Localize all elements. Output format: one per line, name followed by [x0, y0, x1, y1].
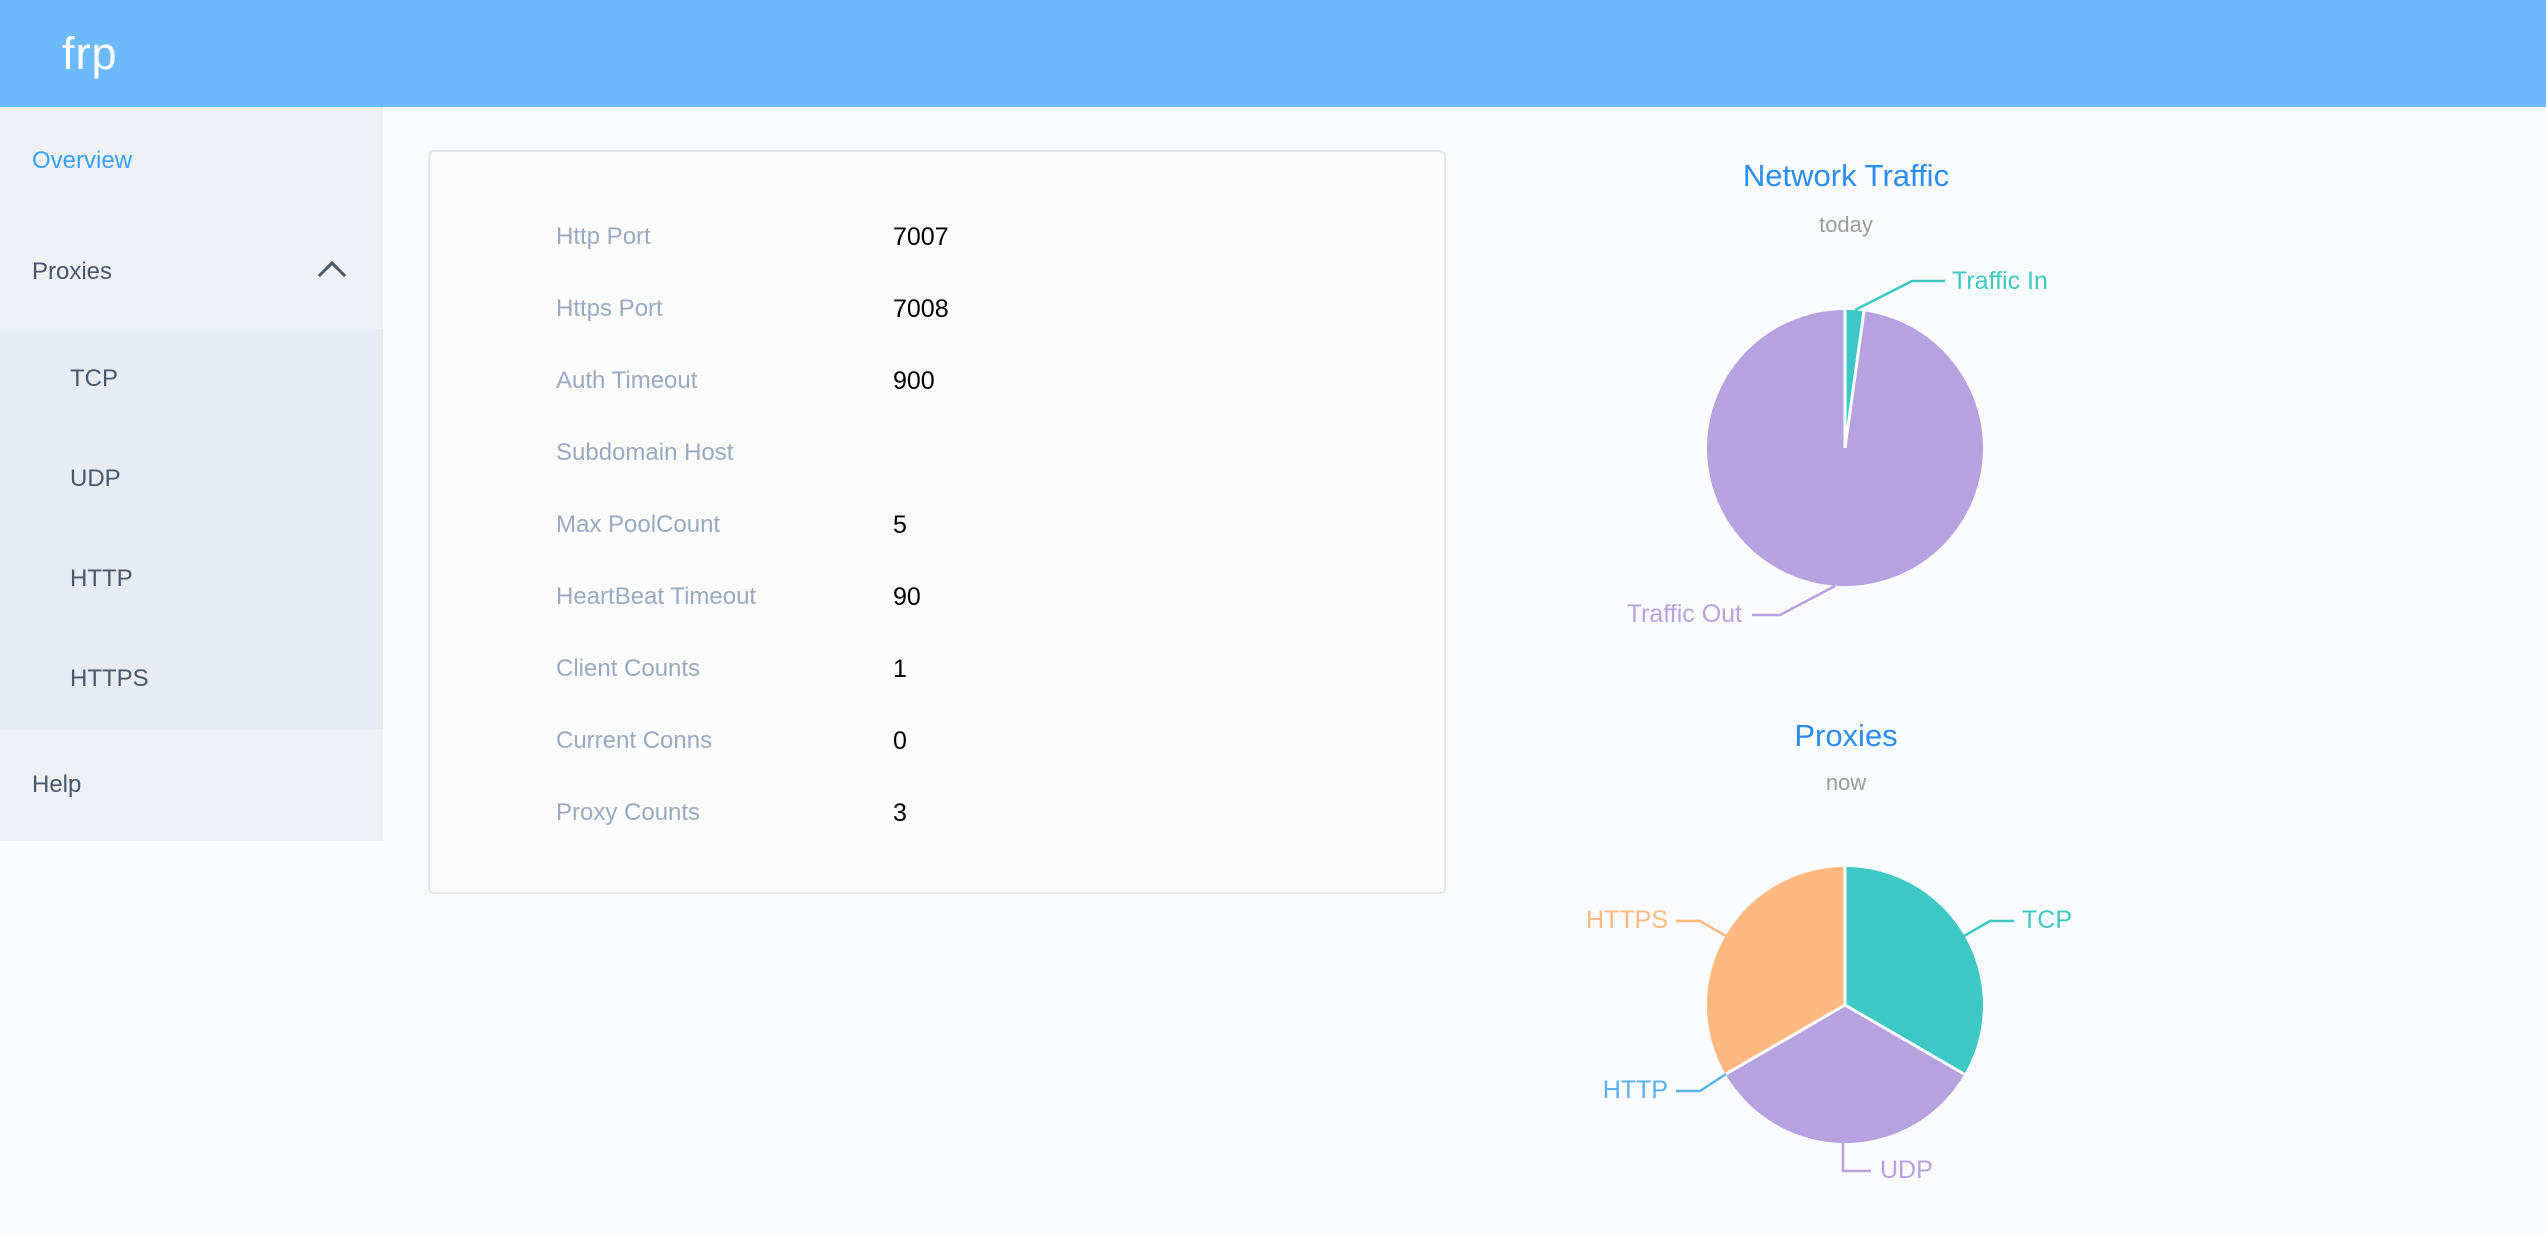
sidebar-item-http[interactable]: HTTP	[0, 529, 383, 629]
sidebar-item-https[interactable]: HTTPS	[0, 629, 383, 729]
sidebar-item-proxies[interactable]: Proxies	[0, 215, 383, 329]
udp-callout-line	[1841, 1143, 1871, 1173]
info-label: Https Port	[556, 295, 663, 322]
proxies-chart-subtitle: now	[1825, 770, 1867, 795]
info-value: 7007	[893, 223, 949, 251]
proxies-chart-title: Proxies	[1794, 718, 1898, 753]
info-label: Http Port	[556, 223, 651, 250]
sidebar-item-label: Overview	[32, 147, 133, 174]
traffic-out-callout-line	[1752, 584, 1836, 617]
server-info-card: Http Port 7007 Https Port 7008 Auth Time…	[428, 150, 1446, 894]
info-value: 90	[893, 583, 921, 611]
network-traffic-subtitle: today	[1819, 212, 1873, 237]
proxies-submenu: TCP UDP HTTP HTTPS	[0, 329, 383, 729]
sidebar-item-help[interactable]: Help	[0, 729, 383, 841]
info-label: HeartBeat Timeout	[556, 583, 757, 610]
sidebar-item-label: HTTPS	[70, 665, 149, 692]
pie-label-tcp: TCP	[2022, 906, 2072, 934]
info-value: 7008	[893, 295, 949, 323]
info-row-https-port: Https Port 7008	[430, 273, 1444, 345]
info-row-heartbeat-timeout: HeartBeat Timeout 90	[430, 561, 1444, 633]
info-value: 5	[893, 511, 907, 539]
pie-label-traffic-in: Traffic In	[1952, 267, 2048, 295]
info-label: Auth Timeout	[556, 367, 698, 394]
info-label: Client Counts	[556, 655, 701, 682]
info-row-proxy-counts: Proxy Counts 3	[430, 777, 1444, 849]
info-label: Proxy Counts	[556, 799, 701, 826]
http-callout-line	[1676, 1072, 1727, 1093]
app-logo: frp	[62, 28, 118, 79]
network-traffic-pie-chart[interactable]	[1707, 310, 1983, 586]
pie-label-https: HTTPS	[1586, 906, 1668, 934]
sidebar-item-label: HTTP	[70, 565, 133, 592]
info-row-subdomain-host: Subdomain Host	[430, 417, 1444, 489]
chevron-up-icon	[317, 260, 347, 290]
info-label: Current Conns	[556, 727, 713, 754]
tcp-callout-line	[1963, 919, 2014, 938]
pie-label-http: HTTP	[1602, 1076, 1668, 1104]
sidebar-item-label: UDP	[70, 465, 121, 492]
sidebar: Overview Proxies TCP UDP HTTP HTTPS Help	[0, 107, 383, 841]
info-label: Max PoolCount	[556, 511, 721, 538]
info-row-max-poolcount: Max PoolCount 5	[430, 489, 1444, 561]
info-value: 0	[893, 727, 907, 755]
sidebar-item-label: Help	[32, 771, 82, 798]
sidebar-item-udp[interactable]: UDP	[0, 429, 383, 529]
info-value: 1	[893, 655, 907, 683]
pie-label-udp: UDP	[1880, 1156, 1933, 1184]
app-header: frp	[0, 0, 2546, 107]
info-value: 900	[893, 367, 935, 395]
traffic-in-callout-line	[1854, 279, 1945, 312]
info-row-client-counts: Client Counts 1	[430, 633, 1444, 705]
info-value: 3	[893, 799, 907, 827]
sidebar-item-label: TCP	[70, 365, 118, 392]
info-label: Subdomain Host	[556, 439, 734, 466]
proxies-pie-chart[interactable]	[1707, 867, 1983, 1143]
https-callout-line	[1676, 919, 1727, 938]
pie-label-traffic-out: Traffic Out	[1626, 600, 1742, 628]
sidebar-item-tcp[interactable]: TCP	[0, 329, 383, 429]
sidebar-item-overview[interactable]: Overview	[0, 107, 383, 215]
sidebar-item-label: Proxies	[32, 258, 113, 285]
info-row-auth-timeout: Auth Timeout 900	[430, 345, 1444, 417]
info-row-current-conns: Current Conns 0	[430, 705, 1444, 777]
info-row-http-port: Http Port 7007	[430, 201, 1444, 273]
network-traffic-title: Network Traffic	[1742, 158, 1950, 193]
